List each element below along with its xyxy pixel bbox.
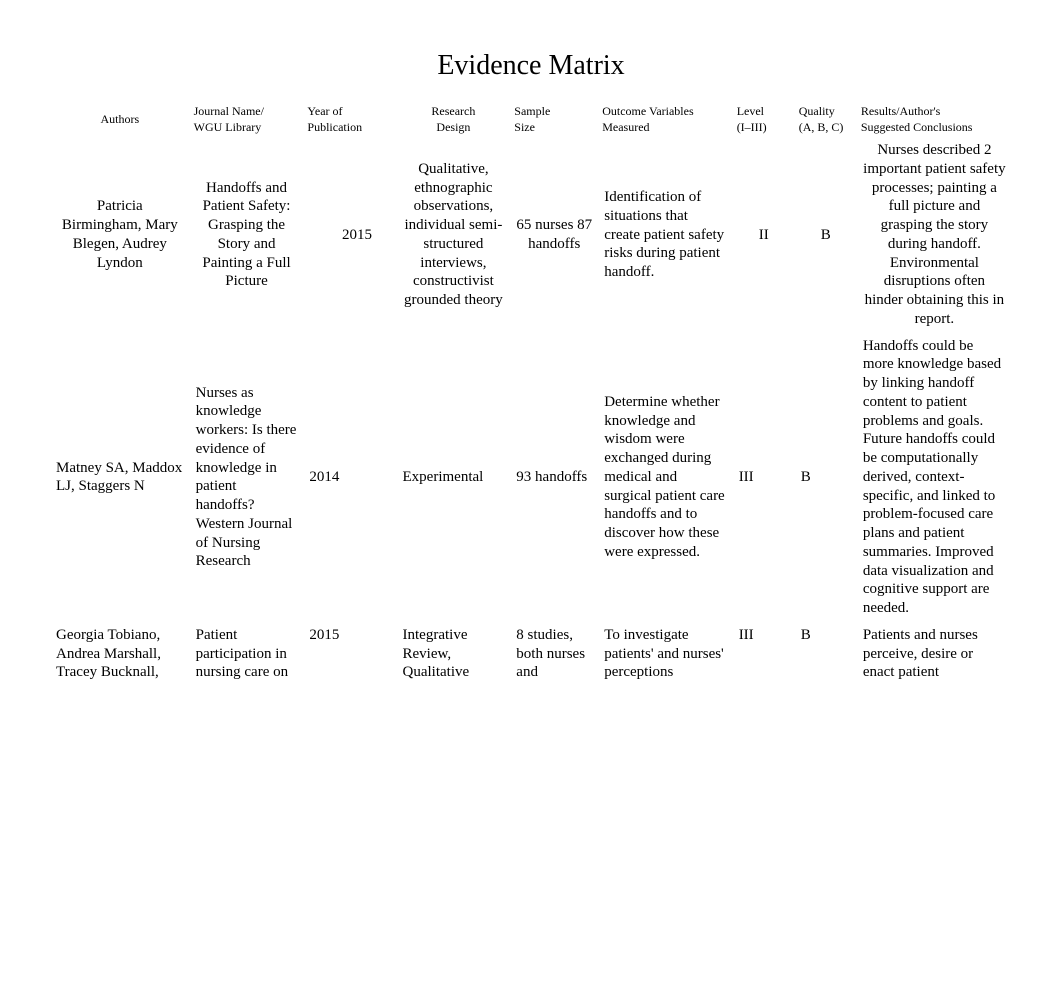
header-authors: Authors	[50, 102, 190, 137]
table-row: Matney SA, Maddox LJ, Staggers N Nurses …	[50, 333, 1012, 622]
cell-year: 2014	[303, 333, 396, 622]
cell-journal: Handoffs and Patient Safety: Grasping th…	[190, 137, 304, 333]
header-level: Level(I–III)	[733, 102, 795, 137]
cell-level: III	[733, 622, 795, 686]
header-outcome: Outcome VariablesMeasured	[598, 102, 732, 137]
cell-design: Experimental	[397, 333, 511, 622]
header-sample: SampleSize	[510, 102, 598, 137]
cell-results: Patients and nurses perceive, desire or …	[857, 622, 1012, 686]
table-row: Georgia Tobiano, Andrea Marshall, Tracey…	[50, 622, 1012, 686]
cell-sample: 8 studies, both nurses and	[510, 622, 598, 686]
cell-authors: Georgia Tobiano, Andrea Marshall, Tracey…	[50, 622, 190, 686]
cell-year: 2015	[303, 137, 396, 333]
cell-authors: Patricia Birmingham, Mary Blegen, Audrey…	[50, 137, 190, 333]
cell-year: 2015	[303, 622, 396, 686]
cell-quality: B	[795, 333, 857, 622]
cell-quality: B	[795, 622, 857, 686]
cell-results: Nurses described 2 important patient saf…	[857, 137, 1012, 333]
cell-design: Integrative Review, Qualitative	[397, 622, 511, 686]
header-quality: Quality(A, B, C)	[795, 102, 857, 137]
cell-outcome: Identification of situations that create…	[598, 137, 732, 333]
cell-journal: Patient participation in nursing care on	[190, 622, 304, 686]
cell-level: III	[733, 333, 795, 622]
cell-quality: B	[795, 137, 857, 333]
page-title: Evidence Matrix	[50, 50, 1012, 82]
cell-outcome: Determine whether knowledge and wisdom w…	[598, 333, 732, 622]
evidence-matrix-table: Authors Journal Name/WGU Library Year of…	[50, 102, 1012, 686]
cell-journal: Nurses as knowledge workers: Is there ev…	[190, 333, 304, 622]
cell-sample: 65 nurses 87 handoffs	[510, 137, 598, 333]
cell-level: II	[733, 137, 795, 333]
cell-outcome: To investigate patients' and nurses' per…	[598, 622, 732, 686]
table-header-row: Authors Journal Name/WGU Library Year of…	[50, 102, 1012, 137]
cell-sample: 93 handoffs	[510, 333, 598, 622]
cell-design: Qualitative, ethnographic observations, …	[397, 137, 511, 333]
cell-authors: Matney SA, Maddox LJ, Staggers N	[50, 333, 190, 622]
cell-results: Handoffs could be more knowledge based b…	[857, 333, 1012, 622]
header-design: ResearchDesign	[397, 102, 511, 137]
header-results: Results/Author'sSuggested Conclusions	[857, 102, 1012, 137]
header-journal: Journal Name/WGU Library	[190, 102, 304, 137]
table-row: Patricia Birmingham, Mary Blegen, Audrey…	[50, 137, 1012, 333]
header-year: Year ofPublication	[303, 102, 396, 137]
